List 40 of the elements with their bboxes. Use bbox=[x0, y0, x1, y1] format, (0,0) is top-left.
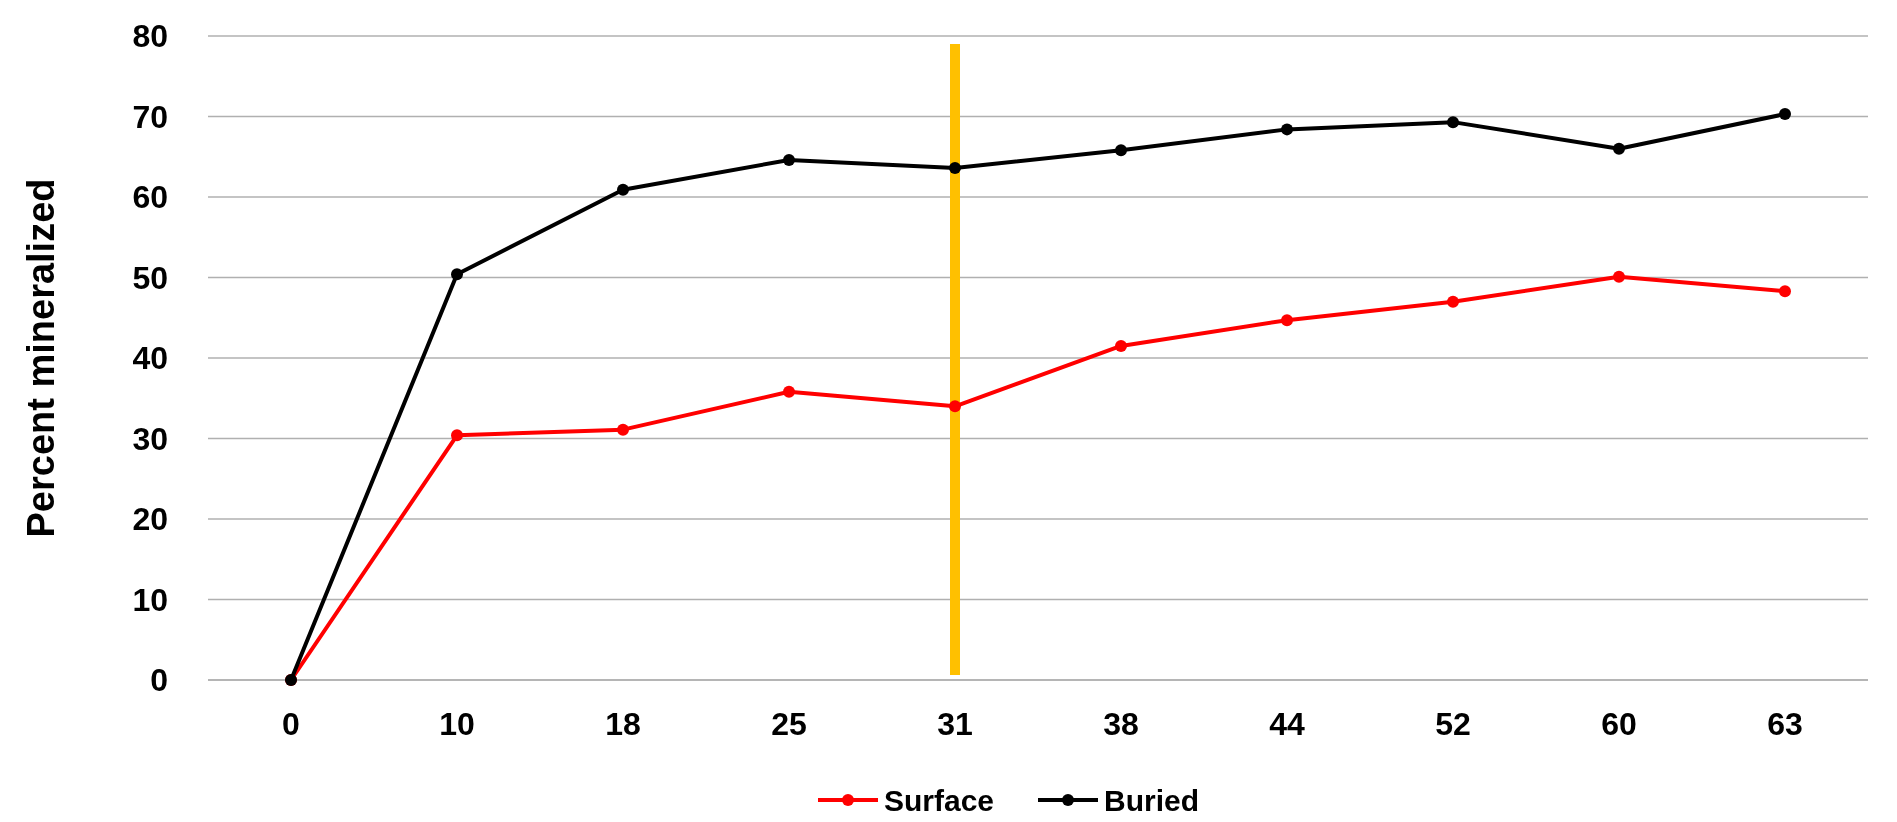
y-tick-label: 50 bbox=[132, 259, 168, 296]
legend-label: Surface bbox=[884, 783, 995, 817]
y-tick-label: 30 bbox=[132, 420, 168, 457]
x-tick-label: 25 bbox=[771, 706, 807, 742]
point bbox=[1115, 144, 1127, 157]
point bbox=[617, 423, 629, 436]
point bbox=[1779, 108, 1791, 121]
x-tick-label: 10 bbox=[439, 706, 475, 742]
y-tick-label: 80 bbox=[132, 18, 168, 55]
point bbox=[1281, 123, 1293, 136]
point bbox=[783, 153, 795, 166]
y-tick-label: 70 bbox=[132, 98, 168, 135]
y-tick-label: 20 bbox=[132, 501, 168, 538]
point bbox=[451, 268, 463, 281]
y-tick-label: 60 bbox=[132, 179, 168, 216]
point bbox=[1613, 270, 1625, 283]
x-tick-label: 18 bbox=[605, 706, 641, 742]
y-axis-title: Percent mineralized bbox=[20, 178, 62, 538]
point bbox=[1281, 314, 1293, 327]
y-tick-label: 40 bbox=[132, 340, 168, 377]
point bbox=[949, 162, 961, 175]
point bbox=[1447, 295, 1459, 308]
x-tick-label: 44 bbox=[1269, 706, 1305, 742]
point bbox=[1613, 142, 1625, 155]
x-tick-label: 0 bbox=[282, 706, 300, 742]
x-tick-label: 63 bbox=[1767, 706, 1803, 742]
y-tick-label: 10 bbox=[132, 581, 168, 618]
point bbox=[1447, 116, 1459, 129]
point bbox=[1779, 285, 1791, 298]
x-tick-label: 31 bbox=[937, 706, 973, 742]
point bbox=[1115, 339, 1127, 352]
y-tick-label: 0 bbox=[150, 662, 168, 699]
point bbox=[949, 400, 961, 413]
x-tick-label: 52 bbox=[1435, 706, 1471, 742]
point bbox=[617, 183, 629, 196]
legend-label: Buried bbox=[1104, 783, 1200, 817]
x-tick-label: 38 bbox=[1103, 706, 1139, 742]
point bbox=[451, 429, 463, 442]
point bbox=[783, 385, 795, 398]
x-tick-label: 60 bbox=[1601, 706, 1637, 742]
